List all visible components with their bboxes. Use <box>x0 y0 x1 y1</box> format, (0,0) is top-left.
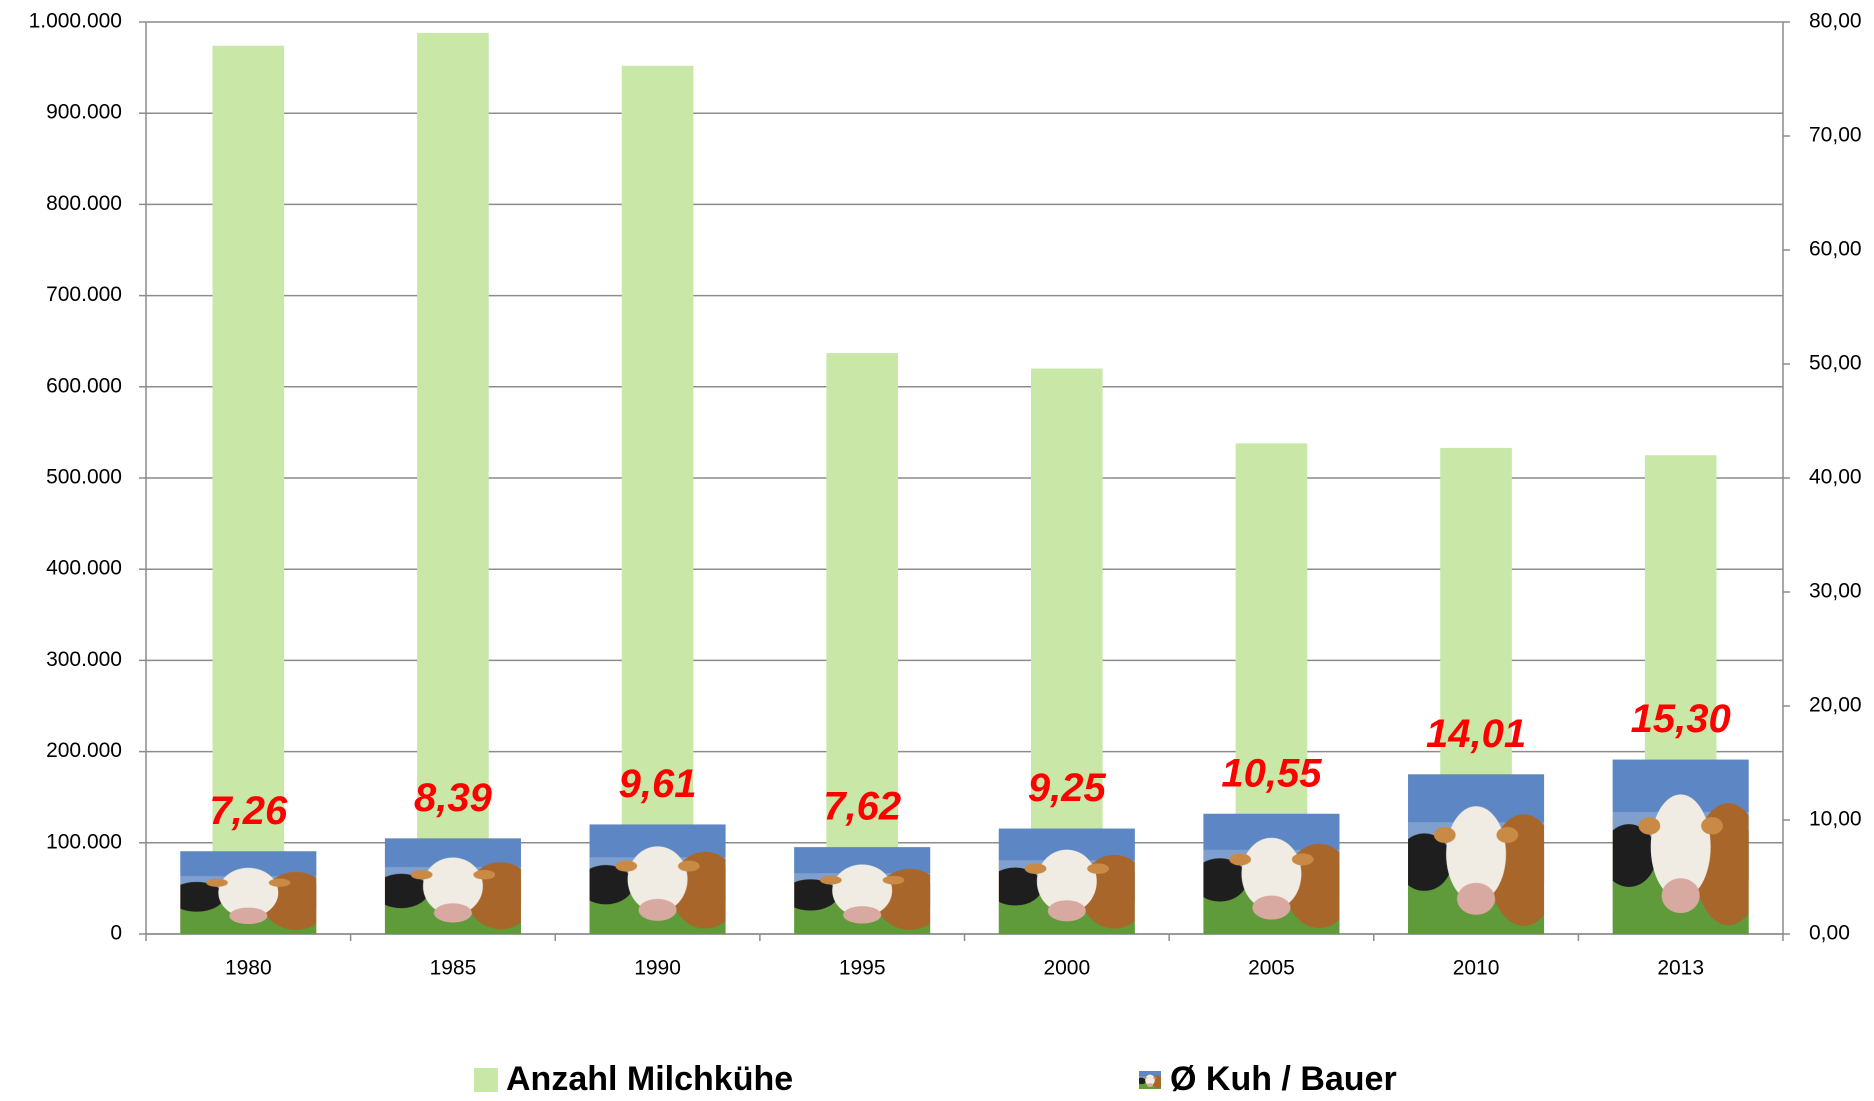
y-tick-label: 900.000 <box>46 101 122 124</box>
data-label: 14,01 <box>1426 712 1526 756</box>
y-tick-label: 400.000 <box>46 557 122 580</box>
legend-swatch <box>1139 1071 1161 1089</box>
x-tick-label: 1980 <box>225 957 272 980</box>
y2-tick-label: 30,00 <box>1809 580 1862 603</box>
y-tick-label: 500.000 <box>46 466 122 489</box>
y2-tick-label: 10,00 <box>1809 808 1862 831</box>
x-tick-label: 1985 <box>430 957 477 980</box>
x-tick-label: 2005 <box>1248 957 1295 980</box>
y-tick-label: 0 <box>110 922 122 945</box>
data-label: 10,55 <box>1221 751 1322 795</box>
legend-label: Ø Kuh / Bauer <box>1170 1060 1397 1098</box>
y2-tick-label: 50,00 <box>1809 352 1862 375</box>
legend-label: Anzahl Milchkühe <box>506 1060 793 1098</box>
x-tick-label: 2013 <box>1657 957 1704 980</box>
data-label: 9,61 <box>619 762 697 806</box>
x-tick-label: 2000 <box>1043 957 1090 980</box>
bar <box>212 45 285 935</box>
y2-tick-label: 20,00 <box>1809 694 1862 717</box>
y2-tick-label: 70,00 <box>1809 124 1862 147</box>
bar <box>621 65 694 934</box>
bar <box>180 851 317 934</box>
data-label: 8,39 <box>414 776 493 820</box>
x-tick-label: 1995 <box>839 957 886 980</box>
bar <box>998 828 1135 934</box>
y-tick-label: 300.000 <box>46 648 122 671</box>
y-tick-label: 600.000 <box>46 374 122 397</box>
data-label: 9,25 <box>1028 766 1107 810</box>
y2-tick-label: 60,00 <box>1809 238 1862 261</box>
bar <box>826 353 898 934</box>
y-tick-label: 1.000.000 <box>29 10 122 33</box>
y-tick-label: 800.000 <box>46 192 122 215</box>
data-label: 7,26 <box>209 789 288 833</box>
legend-swatch <box>474 1068 498 1092</box>
y-tick-label: 200.000 <box>46 739 122 762</box>
bar <box>794 847 931 934</box>
bar <box>384 838 521 934</box>
bar <box>589 824 726 934</box>
x-tick-label: 1990 <box>634 957 681 980</box>
x-tick-label: 2010 <box>1453 957 1500 980</box>
data-label: 7,62 <box>823 785 901 829</box>
bar <box>1203 813 1340 934</box>
y-tick-label: 100.000 <box>46 830 122 853</box>
bar <box>417 32 489 935</box>
y2-tick-label: 80,00 <box>1809 10 1862 33</box>
bar <box>1408 774 1545 934</box>
y-tick-label: 700.000 <box>46 283 122 306</box>
plot: 0 100.000 200.000 300.000 400.000 500.000 600.… <box>29 10 1862 980</box>
data-label: 15,30 <box>1631 697 1731 741</box>
y2-tick-label: 0,00 <box>1809 922 1850 945</box>
bar <box>1612 759 1749 934</box>
y2-tick-label: 40,00 <box>1809 466 1862 489</box>
